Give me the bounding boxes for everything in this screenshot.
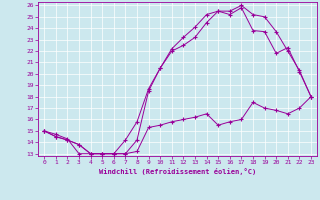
- X-axis label: Windchill (Refroidissement éolien,°C): Windchill (Refroidissement éolien,°C): [99, 168, 256, 175]
